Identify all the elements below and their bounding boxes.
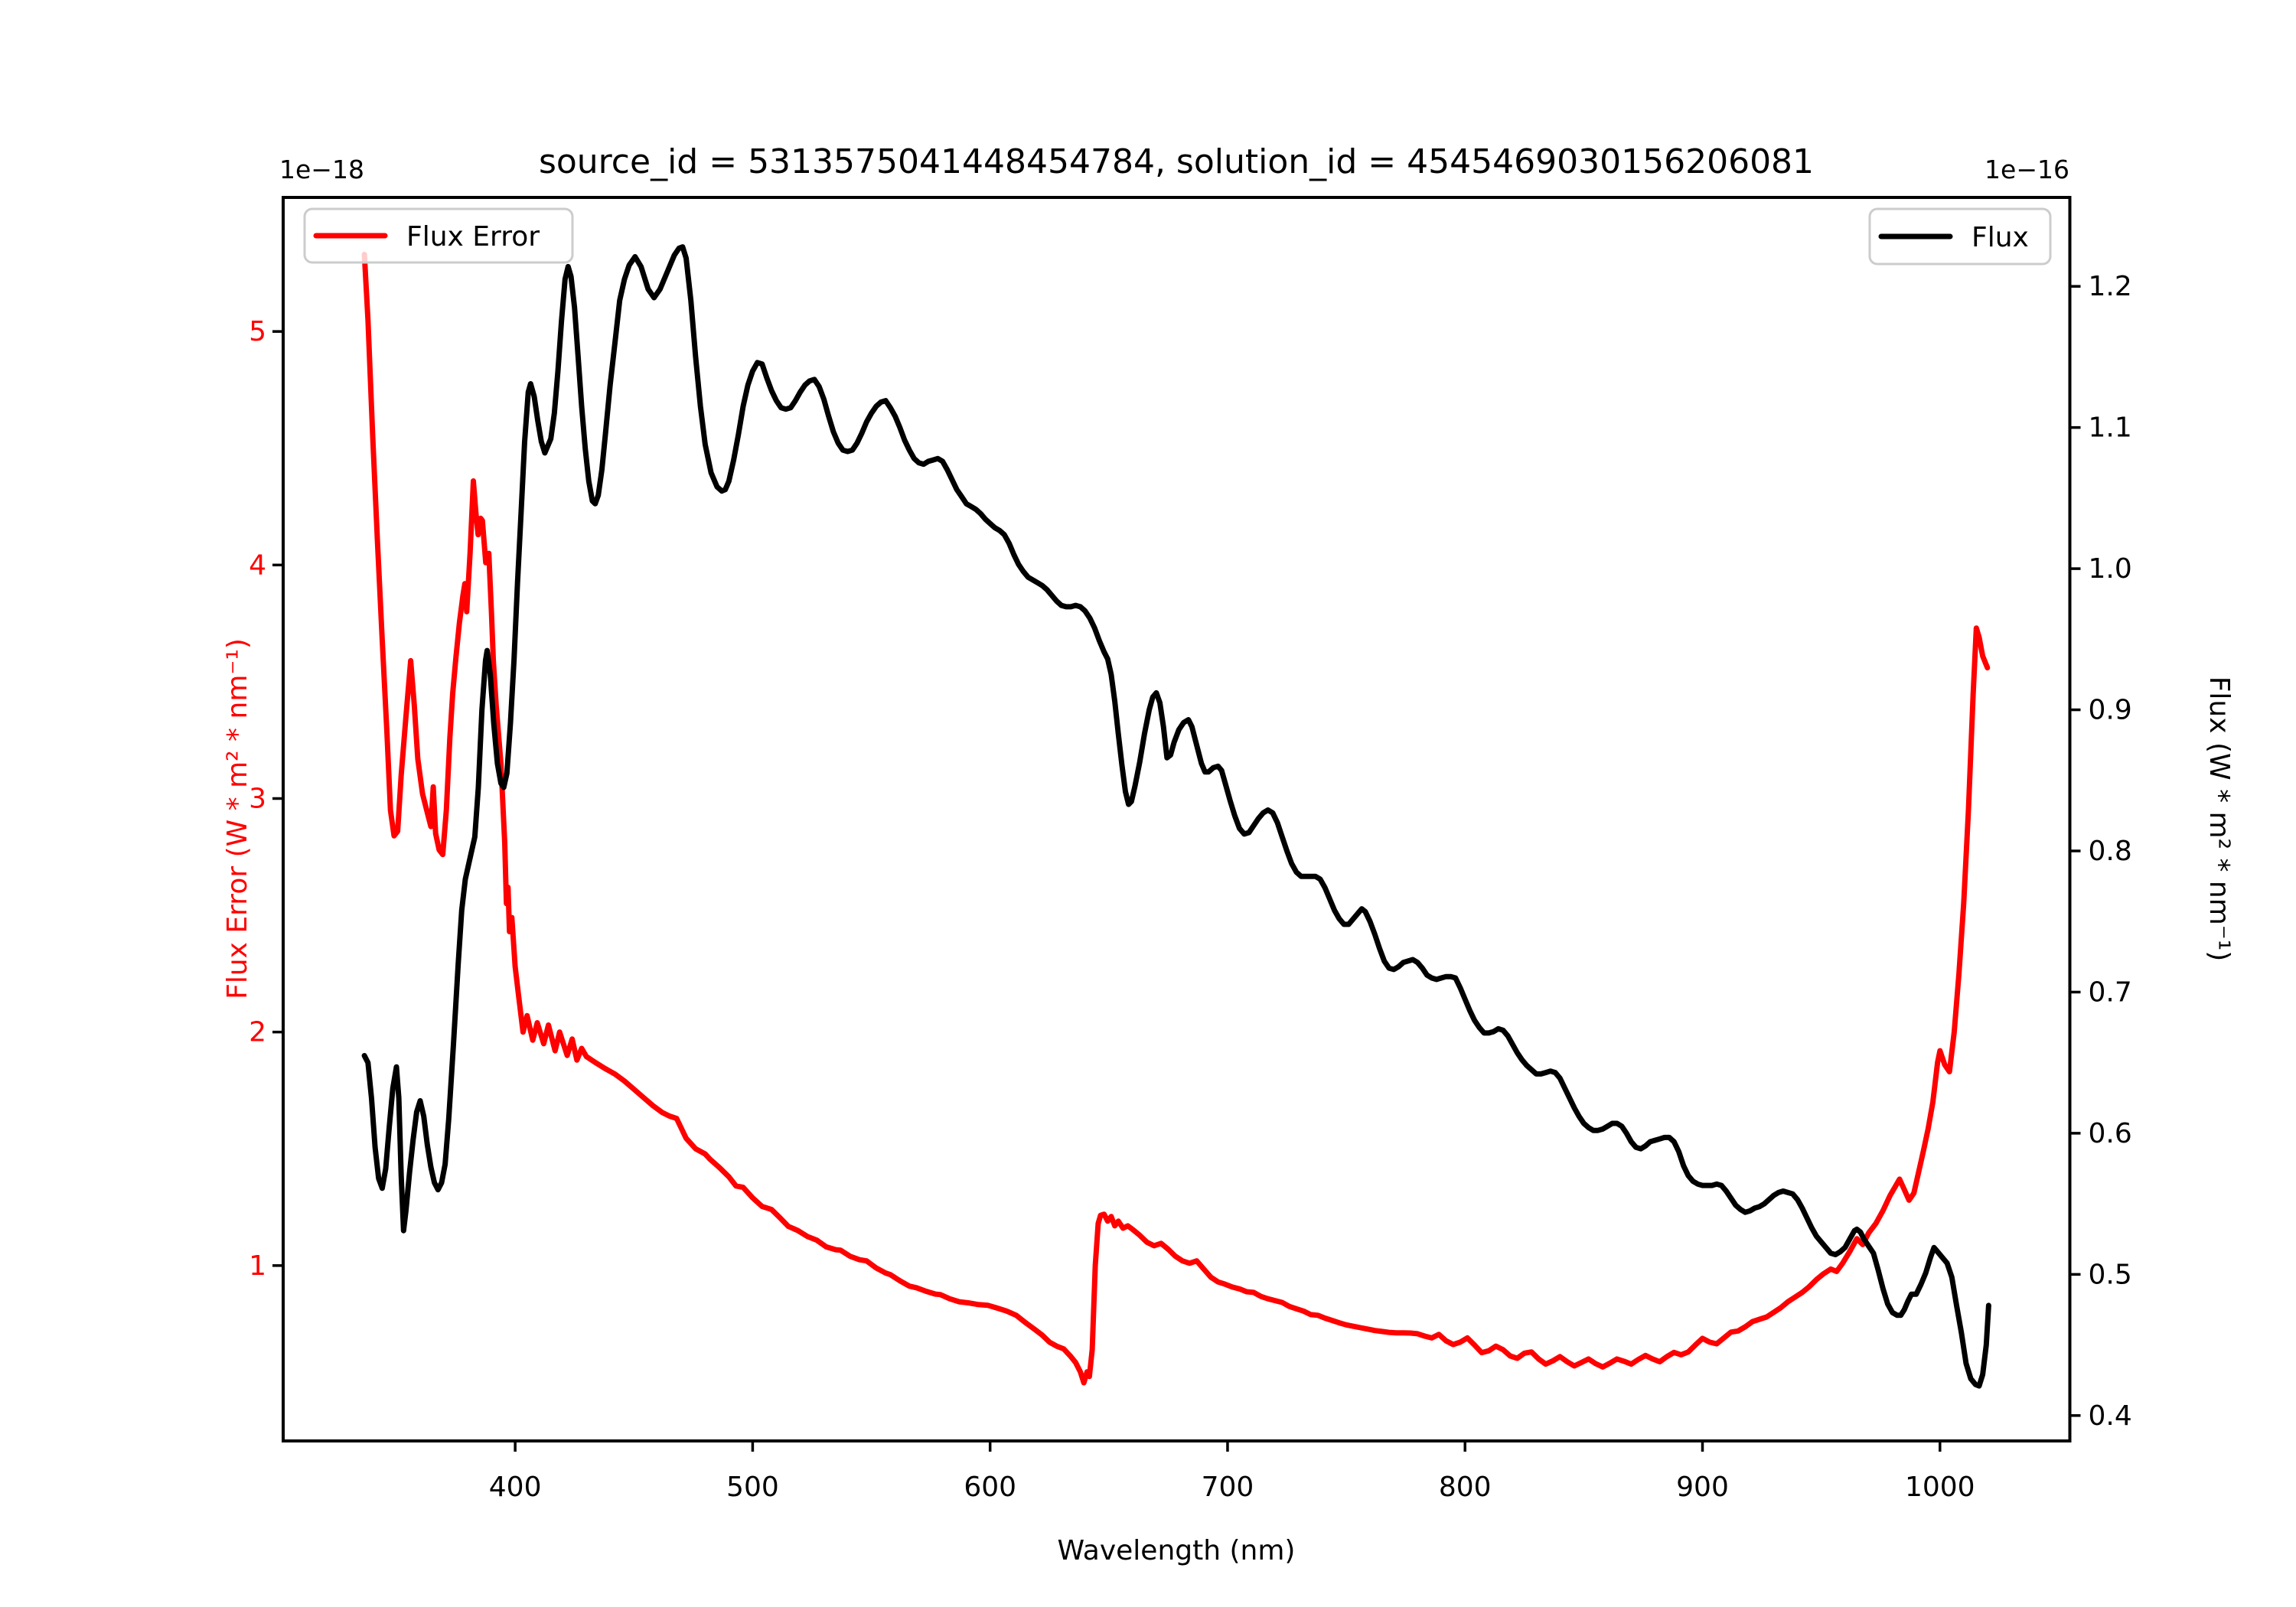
right-y-tick-label: 1.1: [2089, 412, 2132, 444]
flux-curve: [361, 244, 1991, 1389]
x-tick-label: 800: [1439, 1472, 1492, 1503]
flux-error-curve: [361, 252, 1991, 1386]
x-tick-label: 1000: [1905, 1472, 1975, 1503]
legend-flux-error-label: Flux Error: [406, 221, 540, 253]
left-axis-offset-text: 1e−18: [279, 155, 364, 184]
x-tick-label: 500: [726, 1472, 779, 1503]
right-y-tick-label: 1.0: [2089, 553, 2132, 585]
right-y-tick-label: 0.8: [2089, 836, 2132, 867]
plot-frame: [282, 196, 2072, 1442]
left-y-tick-label: 5: [249, 316, 266, 347]
right-y-tick-label: 0.7: [2089, 976, 2132, 1008]
right-y-tick-label: 1.2: [2089, 271, 2132, 302]
right-y-tick-label: 0.4: [2089, 1400, 2132, 1432]
legend-flux: Flux: [1868, 207, 2052, 266]
left-y-tick-label: 3: [249, 783, 266, 814]
plot-content: 400 500 600 700 800 900 1000 1 2 3 4 5 0.4 0.5 0.6 0.7 0…: [249, 244, 2132, 1503]
legend-flux-error: Flux Error: [303, 207, 574, 264]
right-y-tick-label: 0.9: [2089, 695, 2132, 726]
legend-flux-box: [1868, 207, 2052, 266]
right-y-axis-label: Flux (W * m² * nm⁻¹): [2203, 676, 2235, 962]
right-y-tick-label: 0.5: [2089, 1259, 2132, 1290]
left-y-axis-label: Flux Error (W * m² * nm⁻¹): [222, 638, 253, 999]
left-y-tick-label: 2: [249, 1017, 266, 1048]
x-tick-label: 900: [1676, 1472, 1729, 1503]
x-tick-label: 700: [1202, 1472, 1254, 1503]
chart-title: source_id = 5313575041448454784, solutio…: [539, 142, 1814, 181]
x-tick-label: 400: [489, 1472, 542, 1503]
legend-flux-label: Flux: [1971, 222, 2029, 253]
right-axis-offset-text: 1e−16: [1985, 155, 2069, 184]
right-y-tick-label: 0.6: [2089, 1118, 2132, 1149]
x-tick-label: 600: [964, 1472, 1016, 1503]
left-y-tick-label: 4: [249, 549, 266, 581]
left-y-tick-label: 1: [249, 1250, 266, 1282]
legend-flux-error-box: [303, 207, 574, 264]
x-axis-label: Wavelength (nm): [1058, 1535, 1296, 1566]
